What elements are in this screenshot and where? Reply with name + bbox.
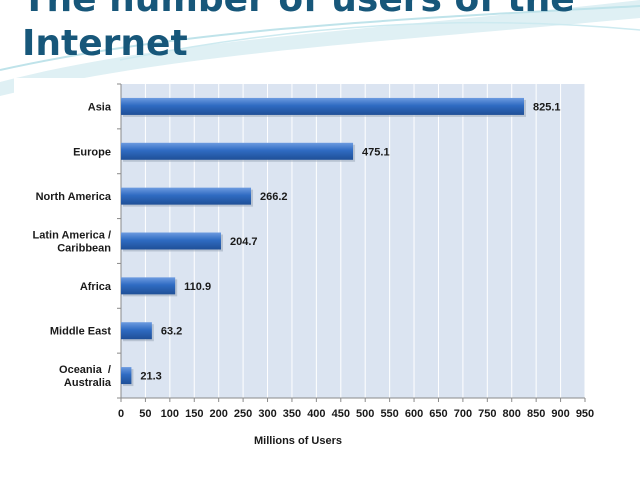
category-label: Latin America / Caribbean — [33, 230, 112, 255]
x-tick-label: 950 — [576, 408, 594, 420]
bar — [121, 142, 354, 160]
x-tick-label: 300 — [258, 408, 276, 420]
data-label: 21.3 — [140, 371, 161, 383]
decorative-swoosh-line — [0, 5, 640, 71]
bar — [121, 187, 252, 205]
bar — [121, 322, 152, 340]
decorative-swoosh — [0, 0, 640, 96]
x-tick-label: 400 — [307, 408, 325, 420]
bar — [121, 97, 524, 115]
x-tick-label: 450 — [332, 408, 350, 420]
x-tick-label: 50 — [139, 408, 151, 420]
x-tick-label: 900 — [551, 408, 569, 420]
bar — [121, 367, 132, 385]
x-tick-label: 600 — [405, 408, 423, 420]
bar-chart: 0 50 100 150 200 250 300 350 400 450 500 550 600 650 7… — [33, 83, 595, 447]
x-tick-label: 800 — [503, 408, 521, 420]
x-tick-label: 700 — [454, 408, 472, 420]
x-tick-label: 750 — [478, 408, 496, 420]
x-tick-label: 200 — [210, 408, 228, 420]
x-tick-label: 650 — [429, 408, 447, 420]
x-tick-label: 500 — [356, 408, 374, 420]
category-label: Middle East — [50, 326, 111, 338]
x-tick-label: 550 — [380, 408, 398, 420]
category-label: Asia — [88, 101, 112, 113]
category-label: Africa — [80, 281, 112, 293]
data-label: 110.9 — [184, 281, 211, 293]
x-tick-label: 850 — [527, 408, 545, 420]
decorative-swoosh-line — [119, 21, 640, 61]
x-tick-label: 350 — [283, 408, 301, 420]
x-tick-label: 100 — [161, 408, 179, 420]
chart-area: 0 50 100 150 200 250 300 350 400 450 500 550 600 650 7… — [14, 78, 596, 450]
gridlines — [120, 84, 586, 398]
bars — [121, 97, 526, 387]
x-tick-label: 250 — [234, 408, 252, 420]
slide-title: The number of users of the Internet — [22, 0, 575, 64]
bar — [121, 277, 176, 295]
x-tick-label: 0 — [118, 408, 124, 420]
data-label: 825.1 — [533, 101, 561, 113]
data-label: 475.1 — [362, 146, 390, 158]
category-label: Europe — [73, 146, 111, 158]
category-label: North America — [36, 191, 112, 203]
labels: 0 50 100 150 200 250 300 350 400 450 500 550 600 650 7… — [33, 101, 595, 420]
bar — [121, 232, 221, 250]
x-axis-title: Millions of Users — [254, 435, 342, 447]
x-tick-label: 150 — [185, 408, 203, 420]
category-label: Oceania / Australia — [59, 364, 112, 389]
data-label: 204.7 — [230, 236, 258, 248]
data-label: 63.2 — [161, 326, 182, 338]
data-label: 266.2 — [260, 191, 288, 203]
